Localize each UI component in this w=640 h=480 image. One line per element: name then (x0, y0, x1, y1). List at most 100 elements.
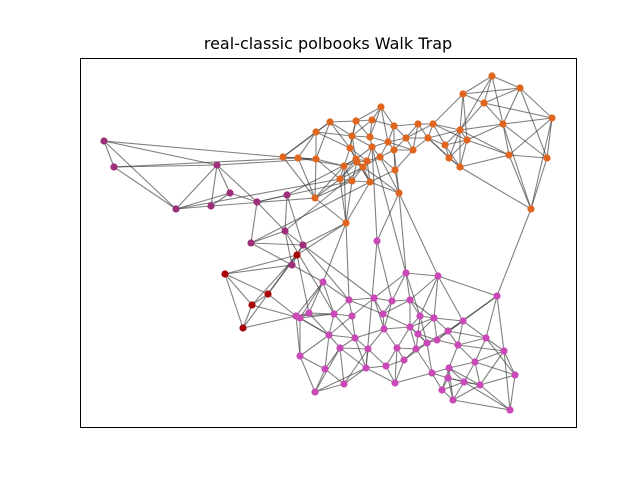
graph-node-red (248, 301, 256, 309)
graph-edge (485, 337, 516, 376)
graph-node-orange (459, 90, 467, 98)
graph-edge (291, 264, 324, 283)
graph-edge (387, 141, 414, 151)
graph-node-orange (312, 128, 320, 136)
graph-node-orange (480, 99, 488, 107)
graph-edge (433, 317, 438, 341)
graph-edge (282, 121, 331, 158)
graph-edge (463, 381, 511, 411)
graph-node-orange (348, 132, 356, 140)
graph-edge (474, 337, 487, 363)
graph-node-pink (434, 272, 442, 280)
graph-edge (371, 146, 407, 274)
graph-edge (308, 281, 324, 314)
graph-edge (394, 347, 398, 384)
graph-edge (452, 399, 511, 411)
graph-node-orange (368, 143, 376, 151)
graph-edge (383, 328, 398, 349)
graph-edge (339, 347, 345, 385)
graph-edge (485, 337, 505, 352)
graph-edge (308, 312, 335, 315)
graph-edge (502, 123, 548, 159)
graph-edge (224, 254, 298, 275)
graph-node-orange (548, 114, 556, 122)
graph-edge (314, 178, 341, 199)
graph-edge (447, 330, 487, 339)
graph-node-orange (368, 116, 376, 124)
graph-node-red (264, 290, 272, 298)
graph-edge (459, 129, 510, 156)
graph-edge (530, 117, 553, 210)
graph-node-pink (445, 364, 453, 372)
graph-edge (409, 326, 417, 350)
graph-edge (339, 347, 369, 350)
graph-node-pink (511, 371, 519, 379)
graph-node-orange (366, 178, 374, 186)
graph-node-pink (348, 312, 356, 320)
graph-edge (296, 254, 310, 314)
graph-edge (393, 123, 419, 127)
graph-node-orange (516, 84, 524, 92)
graph-edge (519, 87, 553, 119)
graph-node-orange (441, 141, 449, 149)
graph-edge (519, 87, 548, 159)
graph-edge (503, 350, 516, 376)
graph-edge (210, 197, 316, 207)
graph-edge (369, 106, 382, 138)
graph-node-pink (459, 317, 467, 325)
graph-edge (437, 275, 498, 297)
graph-node-pink (476, 381, 484, 389)
graph-edge (314, 165, 345, 199)
graph-node-pink (506, 406, 514, 414)
graph-node-orange (488, 72, 496, 80)
graph-edge (459, 154, 510, 168)
graph-edge (345, 222, 350, 301)
graph-node-pink (296, 352, 304, 360)
graph-node-pink (438, 386, 446, 394)
graph-edge (210, 192, 231, 207)
graph-node-orange (456, 163, 464, 171)
graph-node-purple (207, 202, 215, 210)
graph-node-pink (364, 345, 372, 353)
graph-edge (328, 315, 353, 336)
graph-edge (371, 146, 378, 242)
graph-edge (216, 164, 231, 194)
graph-edge (322, 281, 335, 315)
graph-node-pink (406, 296, 414, 304)
graph-node-pink (379, 310, 387, 318)
graph-node-pink (449, 396, 457, 404)
graph-edge (229, 192, 258, 203)
graph-node-pink (423, 339, 431, 347)
graph-edge (379, 156, 400, 194)
graph-node-red (221, 270, 229, 278)
graph-edge (103, 140, 115, 168)
graph-edge (351, 297, 375, 317)
graph-node-orange (395, 189, 403, 197)
graph-edge (328, 334, 356, 339)
graph-edge (284, 166, 364, 232)
graph-edge (284, 230, 304, 246)
graph-edge (351, 135, 373, 148)
graph-edge (448, 367, 454, 401)
graph-node-orange (342, 219, 350, 227)
graph-edge (409, 317, 435, 328)
graph-edge (459, 166, 532, 210)
graph-edge (502, 117, 553, 125)
graph-edge (175, 205, 212, 210)
graph-node-pink (382, 362, 390, 370)
graph-node-orange (390, 146, 398, 154)
graph-edge (373, 297, 385, 330)
graph-edge (224, 273, 253, 306)
graph-edge (369, 181, 400, 194)
graph-edge (483, 102, 504, 125)
graph-edge (299, 355, 326, 370)
graph-node-pink (428, 369, 436, 377)
graph-edge (299, 317, 330, 336)
graph-node-pink (500, 347, 508, 355)
graph-node-pink (380, 325, 388, 333)
graph-edge (508, 154, 548, 159)
graph-edge (441, 381, 465, 391)
graph-edge (496, 295, 505, 352)
graph-node-orange (414, 120, 422, 128)
graph-node-orange (353, 158, 361, 166)
